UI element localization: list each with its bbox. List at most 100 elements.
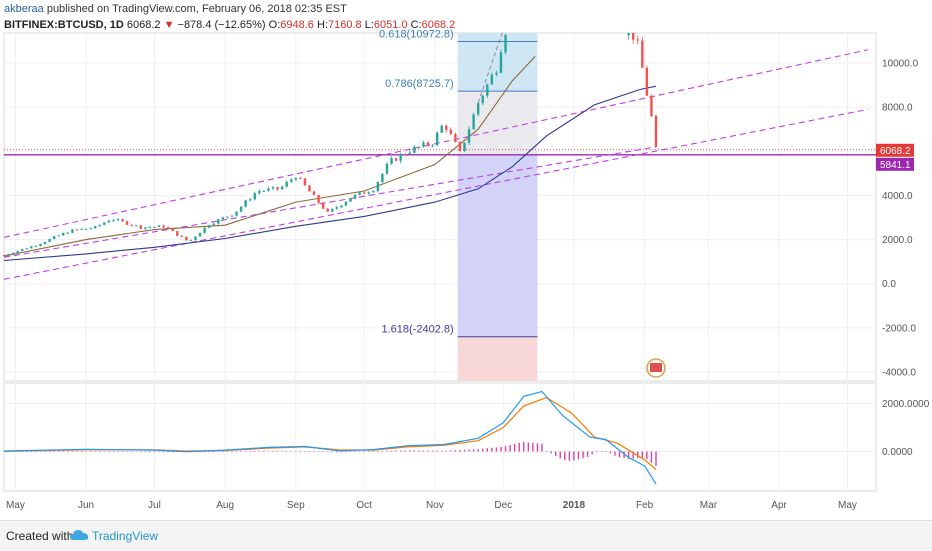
candle-body: [112, 220, 115, 222]
x-tick-label: Oct: [356, 500, 372, 511]
macd-histogram-bar: [108, 451, 110, 452]
candle-body: [353, 194, 357, 199]
candle-body: [276, 187, 279, 190]
macd-histogram-bar: [327, 451, 329, 453]
candle-body: [21, 249, 24, 251]
macd-histogram-bar: [536, 443, 539, 452]
candle-body: [198, 232, 202, 237]
candle-body: [57, 235, 60, 237]
candle-body: [75, 229, 79, 231]
macd-histogram-bar: [39, 451, 42, 452]
macd-histogram-bar: [545, 450, 548, 452]
macd-histogram-bar: [623, 451, 625, 459]
candle-body: [253, 193, 256, 200]
candle-body: [426, 142, 430, 146]
candle-body: [390, 158, 393, 164]
fib-level-label: 0.786(8725.7): [385, 78, 454, 90]
macd-histogram-bar: [477, 449, 479, 452]
macd-histogram-bar: [445, 450, 447, 452]
price-label-text: 6068.2: [880, 146, 911, 157]
macd-histogram-bar: [395, 450, 397, 452]
candle-body: [166, 227, 170, 229]
macd-histogram-bar: [222, 451, 224, 452]
price-label-box: [876, 143, 914, 157]
created-with-text: Created with: [6, 529, 74, 543]
last-price: 6068.2: [126, 19, 161, 31]
candle-body: [413, 146, 416, 153]
macd-histogram-bar: [404, 450, 406, 452]
y-tick-label: 2000.0: [882, 235, 913, 246]
macd-histogram-bar: [358, 451, 361, 453]
candle-body: [212, 223, 215, 226]
publisher-line: akberaa published on TradingView.com, Fe…: [4, 3, 347, 15]
candle-body: [157, 225, 161, 227]
publisher-name[interactable]: akberaa: [4, 3, 44, 15]
footer-bar: Created with TradingView: [0, 520, 932, 551]
candle-body: [84, 228, 88, 230]
macd-histogram-bar: [509, 445, 511, 452]
candle-body: [440, 125, 443, 133]
candle-body: [221, 217, 225, 220]
candle-body: [139, 225, 142, 229]
candle-body: [631, 33, 635, 40]
candle-body: [80, 228, 83, 230]
candle-body: [217, 219, 220, 224]
macd-histogram-bar: [618, 451, 621, 458]
candle-body: [43, 241, 47, 244]
fib-level-label: 0.618(10972.8): [379, 29, 454, 41]
macd-histogram-bar: [399, 450, 402, 452]
macd-histogram-bar: [158, 451, 160, 453]
y-tick-label: 4000.0: [882, 191, 913, 202]
low-label: L:: [364, 19, 374, 31]
candle-body: [116, 219, 120, 221]
candle-body: [326, 208, 329, 212]
candle-body: [135, 225, 138, 227]
candle-body: [372, 191, 375, 193]
candle-body: [495, 72, 498, 75]
price-label-box: [876, 157, 914, 171]
projection-line: [477, 29, 504, 103]
fast-moving-average: [3, 56, 536, 257]
macd-histogram-bar: [550, 451, 552, 454]
candle-body: [654, 115, 658, 147]
y-tick-label: -2000.0: [882, 323, 916, 334]
macd-histogram-bar: [349, 451, 352, 453]
candle-body: [499, 52, 503, 73]
slow-moving-average: [3, 85, 657, 262]
candle-body: [431, 145, 434, 147]
macd-histogram-bar: [632, 451, 634, 459]
candle-body: [98, 224, 101, 227]
candle-body: [267, 188, 270, 191]
candle-body: [235, 211, 238, 216]
macd-histogram-bar: [94, 451, 96, 452]
down-arrow-icon: ▼: [163, 19, 175, 31]
channel-line: [3, 146, 657, 258]
candle-body: [404, 153, 407, 155]
macd-histogram-bar: [317, 451, 320, 453]
candle-body: [25, 248, 28, 250]
candle-body: [194, 236, 197, 240]
candle-body: [467, 129, 471, 143]
macd-histogram-bar: [30, 451, 33, 452]
candle-body: [349, 198, 352, 202]
macd-histogram-bar: [614, 451, 616, 456]
macd-histogram-bar: [121, 451, 124, 453]
candle-body: [121, 219, 124, 222]
close-value: 6068.2: [421, 19, 456, 31]
candle-body: [244, 200, 247, 207]
candle-body: [317, 195, 320, 203]
macd-histogram-bar: [463, 449, 466, 452]
price-chart[interactable]: 0.618(10972.8) 0.786(8725.7) 1.618(-2402.8…: [0, 0, 932, 520]
macd-histogram-bar: [586, 451, 589, 457]
macd-histogram-bar: [272, 450, 274, 452]
close-label: C:: [410, 19, 422, 31]
candle-body: [230, 215, 234, 217]
macd-histogram-bar: [559, 451, 561, 459]
macd-histogram-bar: [641, 451, 644, 458]
macd-histogram-bar: [167, 451, 169, 453]
tradingview-link[interactable]: TradingView: [92, 529, 159, 543]
macd-histogram-bar: [573, 451, 575, 461]
macd-histogram-bar: [655, 451, 657, 466]
macd-histogram-bar: [605, 450, 607, 452]
macd-histogram-bar: [240, 450, 242, 452]
